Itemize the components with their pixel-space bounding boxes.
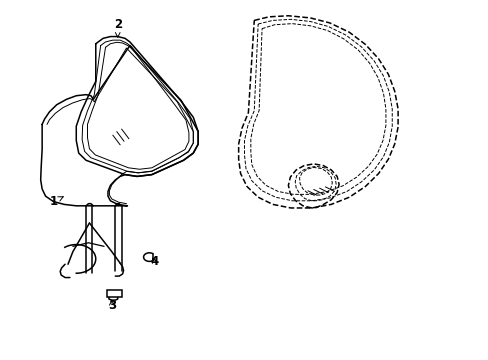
FancyBboxPatch shape (107, 290, 122, 297)
Text: 4: 4 (150, 255, 158, 268)
Text: 1: 1 (49, 195, 63, 208)
Text: 2: 2 (113, 18, 122, 37)
Text: 3: 3 (107, 299, 116, 312)
